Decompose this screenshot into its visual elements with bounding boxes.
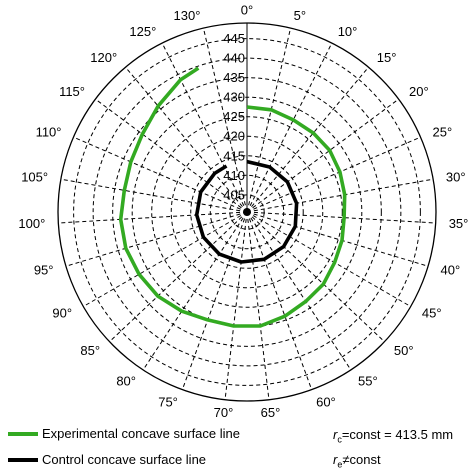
rc-subscript: c [337, 434, 342, 445]
radial-label-415: 415 [223, 148, 245, 163]
spoke-130 [202, 27, 248, 213]
angle-label-45: 45° [422, 306, 442, 321]
polar-grid [57, 22, 437, 402]
spoke-120 [125, 66, 248, 213]
legend-swatch-experimental [8, 431, 38, 436]
angle-label-20: 20° [409, 84, 429, 99]
legend-item-control: Control concave surface line [8, 452, 206, 467]
angle-label-105: 105° [21, 169, 48, 184]
spoke-80 [142, 211, 248, 371]
angle-label-80: 80° [116, 373, 136, 388]
grid-circle-410 [209, 174, 285, 250]
series-layer [118, 66, 347, 328]
spoke-55 [246, 211, 352, 371]
spoke-30 [246, 178, 434, 213]
angle-label-40: 40° [441, 262, 461, 277]
angle-label-15: 15° [377, 50, 397, 65]
angle-label-5: 5° [294, 8, 306, 23]
rc-text: =const = 413.5 mm [341, 427, 454, 442]
spoke-60 [246, 211, 313, 390]
radial-label-435: 435 [223, 70, 245, 85]
spoke-40 [246, 211, 429, 267]
grid-circle-415 [190, 155, 304, 269]
radial-label-430: 430 [223, 90, 245, 105]
re-symbol: r [333, 452, 338, 467]
spoke-110 [73, 136, 248, 213]
angle-label-115: 115° [59, 84, 85, 99]
grid-circle-445 [73, 38, 421, 386]
spoke-95 [65, 211, 248, 267]
radial-label-410: 410 [223, 168, 245, 183]
legend-label-control: Control concave surface line [42, 452, 207, 467]
spoke-20 [246, 98, 399, 213]
angle-label-55: 55° [358, 373, 378, 388]
spoke-105 [60, 178, 248, 213]
spoke-65 [246, 211, 270, 400]
angle-label-30: 30° [446, 169, 466, 184]
angle-label-50: 50° [394, 343, 414, 358]
spoke-35 [246, 211, 436, 224]
angle-label-90: 90° [52, 306, 72, 321]
angle-label-125: 125° [129, 24, 156, 39]
spoke-10 [246, 42, 333, 213]
spoke-115 [95, 98, 248, 213]
angle-label-25: 25° [433, 125, 453, 140]
re-text: ≠const [342, 452, 381, 467]
angle-label-75: 75° [158, 394, 178, 409]
label-layer: 0° 5° 10° 15° 20° 25° 30° 35° 40° 45° 50° 55° 60° 65°… [18, 3, 468, 421]
spoke-45 [246, 211, 411, 307]
spoke-25 [246, 136, 421, 213]
rc-annotation: rc=const = 413.5 mm [333, 427, 453, 445]
angle-label-65: 65° [261, 405, 281, 420]
angle-label-35: 35° [449, 216, 469, 231]
grid-circle-420 [170, 135, 324, 289]
spoke-125 [161, 42, 248, 213]
angle-label-95: 95° [34, 262, 54, 277]
radial-label-420: 420 [223, 129, 245, 144]
legend-item-experimental: Experimental concave surface line [8, 426, 240, 441]
radial-label-440: 440 [223, 51, 245, 66]
angle-label-10: 10° [338, 24, 358, 39]
spoke-5 [246, 27, 292, 213]
re-subscript: e [337, 459, 343, 470]
angle-label-120: 120° [90, 50, 117, 65]
rc-symbol: r [333, 427, 338, 442]
spoke-15 [246, 66, 369, 213]
spoke-100 [58, 211, 248, 224]
spoke-85 [109, 211, 248, 343]
radial-label-405: 405 [223, 187, 245, 202]
angle-label-70: 70° [214, 405, 234, 420]
spoke-70 [224, 211, 248, 400]
angle-label-60: 60° [316, 394, 336, 409]
radial-label-445: 445 [223, 31, 245, 46]
angle-label-85: 85° [80, 343, 100, 358]
spoke-50 [246, 211, 385, 343]
angle-label-130: 130° [174, 8, 201, 23]
spoke-75 [181, 211, 248, 390]
legend-label-experimental: Experimental concave surface line [42, 426, 240, 441]
angle-label-110: 110° [36, 125, 62, 140]
legend-swatch-control [8, 457, 38, 462]
spoke-90 [83, 211, 248, 307]
re-annotation: re≠const [333, 452, 381, 470]
angle-label-0: 0° [241, 3, 253, 18]
series-line-control [194, 159, 299, 264]
series-line-experimental [118, 66, 347, 328]
angle-label-100: 100° [18, 216, 45, 231]
radial-label-425: 425 [223, 109, 245, 124]
